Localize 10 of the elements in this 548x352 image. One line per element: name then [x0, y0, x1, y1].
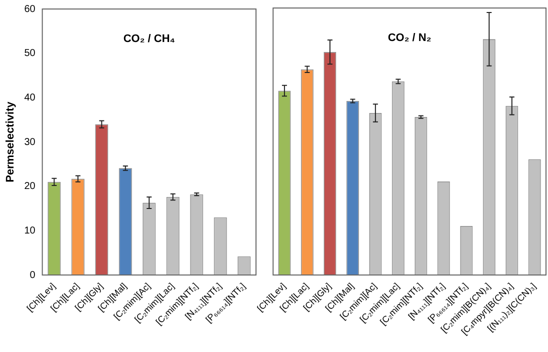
y-tick-label: 10: [24, 225, 36, 236]
text: CO₂ / N₂: [388, 32, 432, 44]
y-tick-label: 50: [24, 48, 36, 60]
y-axis-title: Permselectivity: [4, 100, 17, 182]
y-tick-label: 30: [24, 136, 36, 148]
y-tick-label: 20: [24, 181, 36, 192]
y-tick-label: 0: [30, 270, 36, 281]
y-tick-label: 60: [24, 4, 36, 15]
text: CO₂ / CH₄: [123, 33, 176, 46]
y-tick-label: 40: [24, 92, 36, 104]
